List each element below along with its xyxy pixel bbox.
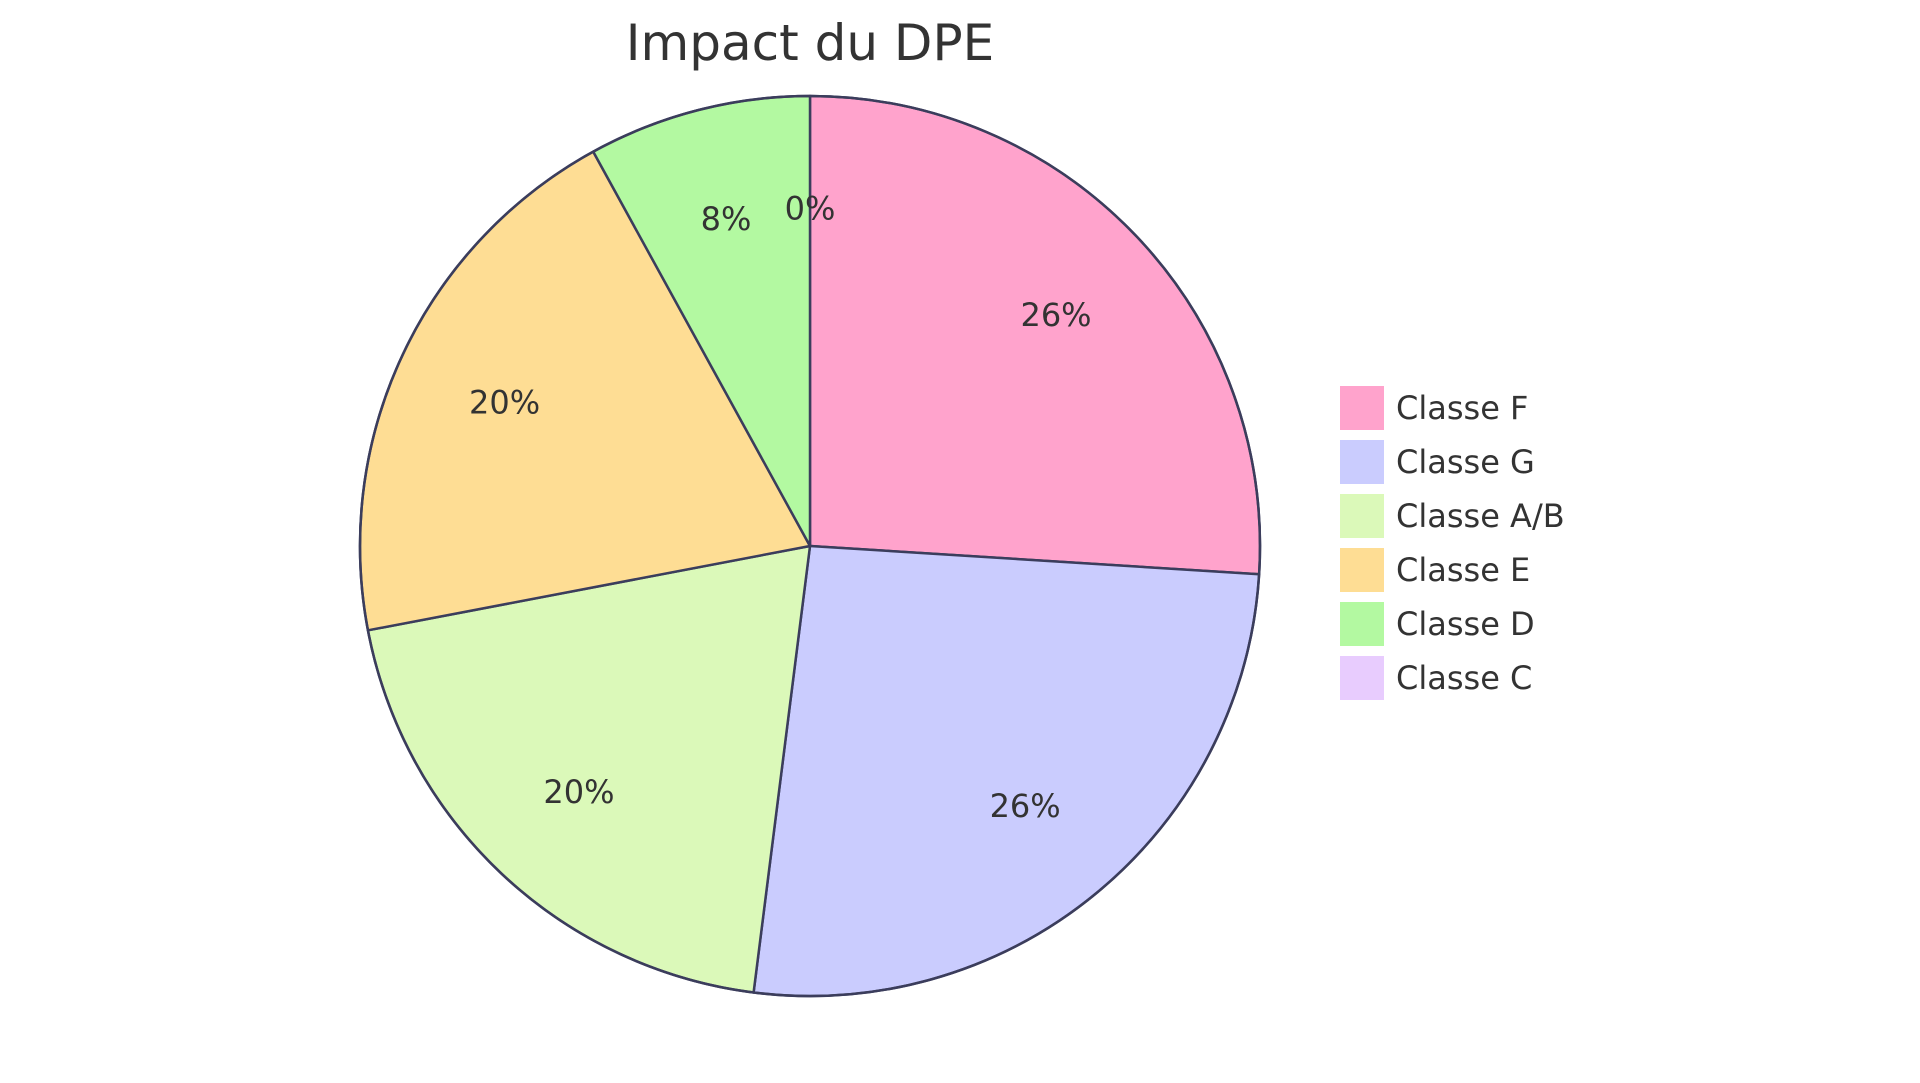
- legend-swatch-classe-e: [1340, 548, 1384, 592]
- legend: Classe F Classe G Classe A/B Classe E Classe…: [1340, 386, 1565, 700]
- slice-label-classe-d: 8%: [701, 200, 752, 238]
- legend-swatch-classe-c: [1340, 656, 1384, 700]
- slice-label-classe-c: 0%: [785, 190, 836, 228]
- slice-label-classe-f: 26%: [1020, 296, 1091, 334]
- legend-label-classe-e: Classe E: [1396, 551, 1530, 589]
- pie-slice-classe-f: [808, 94, 1262, 576]
- pie-slice-labels: 26% 26% 20% 20% 8% 0%: [469, 190, 1092, 826]
- legend-swatch-classe-g: [1340, 440, 1384, 484]
- legend-label-classe-d: Classe D: [1396, 605, 1535, 643]
- legend-swatch-classe-a-b: [1340, 494, 1384, 538]
- slice-label-classe-a-b: 20%: [543, 773, 614, 811]
- legend-label-classe-c: Classe C: [1396, 659, 1532, 697]
- chart-title: Impact du DPE: [626, 14, 994, 72]
- pie-slices: [358, 94, 1262, 998]
- legend-label-classe-g: Classe G: [1396, 443, 1535, 481]
- pie-outline: [358, 94, 1262, 998]
- pie-slice-classe-g: [752, 544, 1261, 998]
- legend-label-classe-f: Classe F: [1396, 389, 1528, 427]
- legend-swatch-classe-d: [1340, 602, 1384, 646]
- legend-swatch-classe-f: [1340, 386, 1384, 430]
- legend-label-classe-a-b: Classe A/B: [1396, 497, 1565, 535]
- slice-label-classe-g: 26%: [990, 787, 1061, 825]
- slice-label-classe-e: 20%: [469, 383, 540, 421]
